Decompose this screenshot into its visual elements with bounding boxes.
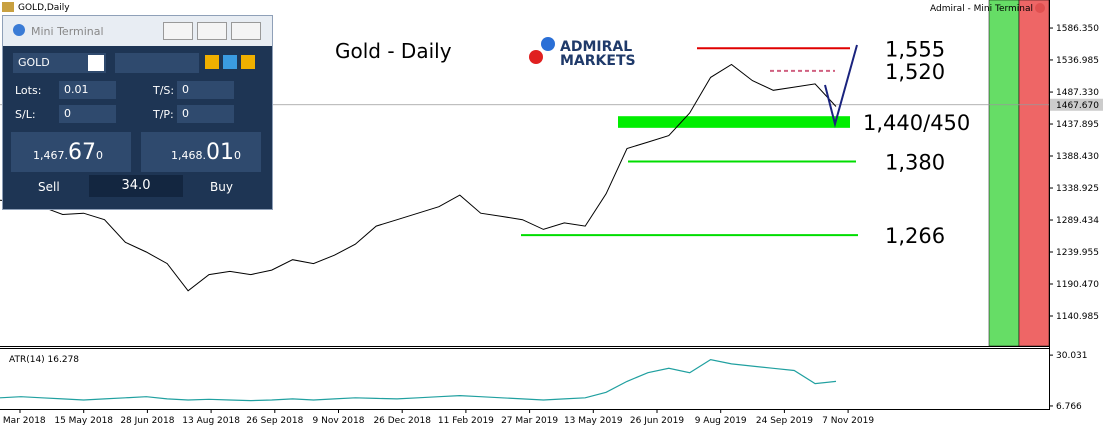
symbol: GOLD bbox=[18, 56, 50, 69]
sell-label[interactable]: Sell bbox=[38, 180, 60, 194]
logo-dot bbox=[541, 37, 555, 51]
y-tick-label: 6.766 bbox=[1056, 402, 1082, 412]
y-tick-label: 1140.985 bbox=[1056, 312, 1099, 322]
current-price-label: 1467.670 bbox=[1056, 101, 1099, 111]
mini-terminal: Mini Terminal GOLD Lots: 0.01 T/S: 0 S/L… bbox=[2, 15, 273, 210]
x-tick-label: 28 Jun 2018 bbox=[120, 416, 174, 426]
lots-label: Lots: bbox=[15, 84, 42, 97]
price-prefix: 1,468. bbox=[171, 149, 206, 162]
price-prefix: 1,467. bbox=[33, 149, 68, 162]
x-tick-label: 26 Sep 2018 bbox=[246, 416, 303, 426]
x-tick-label: 9 Aug 2019 bbox=[695, 416, 747, 426]
minimize-button[interactable] bbox=[163, 22, 193, 40]
dropdown-arrow bbox=[88, 55, 104, 71]
y-tick-label: 1586.350 bbox=[1056, 24, 1099, 34]
red-bar bbox=[1018, 0, 1050, 347]
y-tick-label: 1338.925 bbox=[1056, 184, 1099, 194]
projection-arrow bbox=[824, 44, 858, 128]
x-tick-label: 15 May 2018 bbox=[54, 416, 113, 426]
x-tick-label: 11 Feb 2019 bbox=[438, 416, 494, 426]
buy-button[interactable]: 1,468.010 bbox=[141, 132, 261, 172]
terminal-title: Mini Terminal bbox=[31, 25, 104, 38]
x-tick-label: 26 Dec 2018 bbox=[373, 416, 431, 426]
terminal-titlebar: Mini Terminal bbox=[3, 16, 272, 46]
x-tick-label: 9 Mar 2018 bbox=[0, 416, 46, 426]
logo-text: MARKETS bbox=[560, 53, 636, 69]
atr-line bbox=[0, 358, 837, 402]
y-tick-label: 1437.895 bbox=[1056, 120, 1099, 130]
ea-icon bbox=[1035, 3, 1045, 13]
y-tick-label: 1487.330 bbox=[1056, 88, 1099, 98]
x-tick-label: 13 May 2019 bbox=[564, 416, 623, 426]
tool-icon[interactable] bbox=[223, 55, 237, 69]
price-line bbox=[0, 63, 837, 292]
x-tick-label: 13 Aug 2018 bbox=[182, 416, 240, 426]
x-tick-label: 7 Nov 2019 bbox=[822, 416, 874, 426]
y-tick-label: 1536.985 bbox=[1056, 56, 1099, 66]
x-tick-label: 24 Sep 2019 bbox=[756, 416, 813, 426]
zone-label: 1,440/450 bbox=[863, 111, 970, 135]
y-tick-label: 30.031 bbox=[1056, 351, 1088, 361]
current-price-box bbox=[1050, 98, 1103, 111]
tp-label: T/P: bbox=[153, 108, 174, 121]
sell-button[interactable]: 1,467.670 bbox=[11, 132, 131, 172]
ts-input[interactable]: 0 bbox=[177, 81, 234, 99]
symbol-icon bbox=[2, 2, 14, 12]
y-tick-label: 1289.434 bbox=[1056, 216, 1099, 226]
x-tick-label: 27 Mar 2019 bbox=[501, 416, 558, 426]
price-small: 0 bbox=[234, 149, 241, 162]
price-big: 01 bbox=[206, 140, 234, 165]
logo-text: ADMIRAL bbox=[560, 39, 632, 55]
terminal-icon bbox=[13, 24, 25, 36]
green-bar bbox=[988, 0, 1020, 347]
tool-icon[interactable] bbox=[241, 55, 255, 69]
lots-input[interactable]: 0.01 bbox=[59, 81, 116, 99]
y-tick-label: 1190.470 bbox=[1056, 280, 1099, 290]
sl-input[interactable]: 0 bbox=[59, 105, 116, 123]
sell-price: 1,467.670 bbox=[33, 140, 103, 165]
x-tick-label: 9 Nov 2018 bbox=[313, 416, 365, 426]
x-tick-label: 26 Jun 2019 bbox=[630, 416, 684, 426]
spread: 34.0 bbox=[89, 175, 183, 197]
search-box[interactable] bbox=[115, 53, 199, 73]
price-small: 0 bbox=[96, 149, 103, 162]
symbol-title: GOLD,Daily bbox=[18, 3, 70, 13]
level-label: 1,555 bbox=[885, 37, 945, 61]
tp-input[interactable]: 0 bbox=[177, 105, 234, 123]
support-zone bbox=[618, 116, 850, 128]
restore-button[interactable] bbox=[197, 22, 227, 40]
chart-title: Gold - Daily bbox=[335, 39, 452, 63]
atr-label: ATR(14) 16.278 bbox=[9, 355, 79, 365]
buy-label[interactable]: Buy bbox=[210, 180, 233, 194]
buy-price: 1,468.010 bbox=[171, 140, 241, 165]
sl-label: S/L: bbox=[15, 108, 36, 121]
price-big: 67 bbox=[68, 140, 96, 165]
level-label: 1,520 bbox=[885, 60, 945, 84]
ea-title: Admiral - Mini Terminal bbox=[930, 4, 1033, 14]
level-label: 1,380 bbox=[885, 150, 945, 174]
y-tick-label: 1239.955 bbox=[1056, 248, 1099, 258]
close-button[interactable] bbox=[231, 22, 261, 40]
y-tick-label: 1388.430 bbox=[1056, 152, 1099, 162]
tool-icon[interactable] bbox=[205, 55, 219, 69]
symbol-select[interactable]: GOLD bbox=[13, 53, 106, 73]
logo-dot bbox=[529, 50, 543, 64]
level-label: 1,266 bbox=[885, 224, 945, 248]
ts-label: T/S: bbox=[153, 84, 175, 97]
